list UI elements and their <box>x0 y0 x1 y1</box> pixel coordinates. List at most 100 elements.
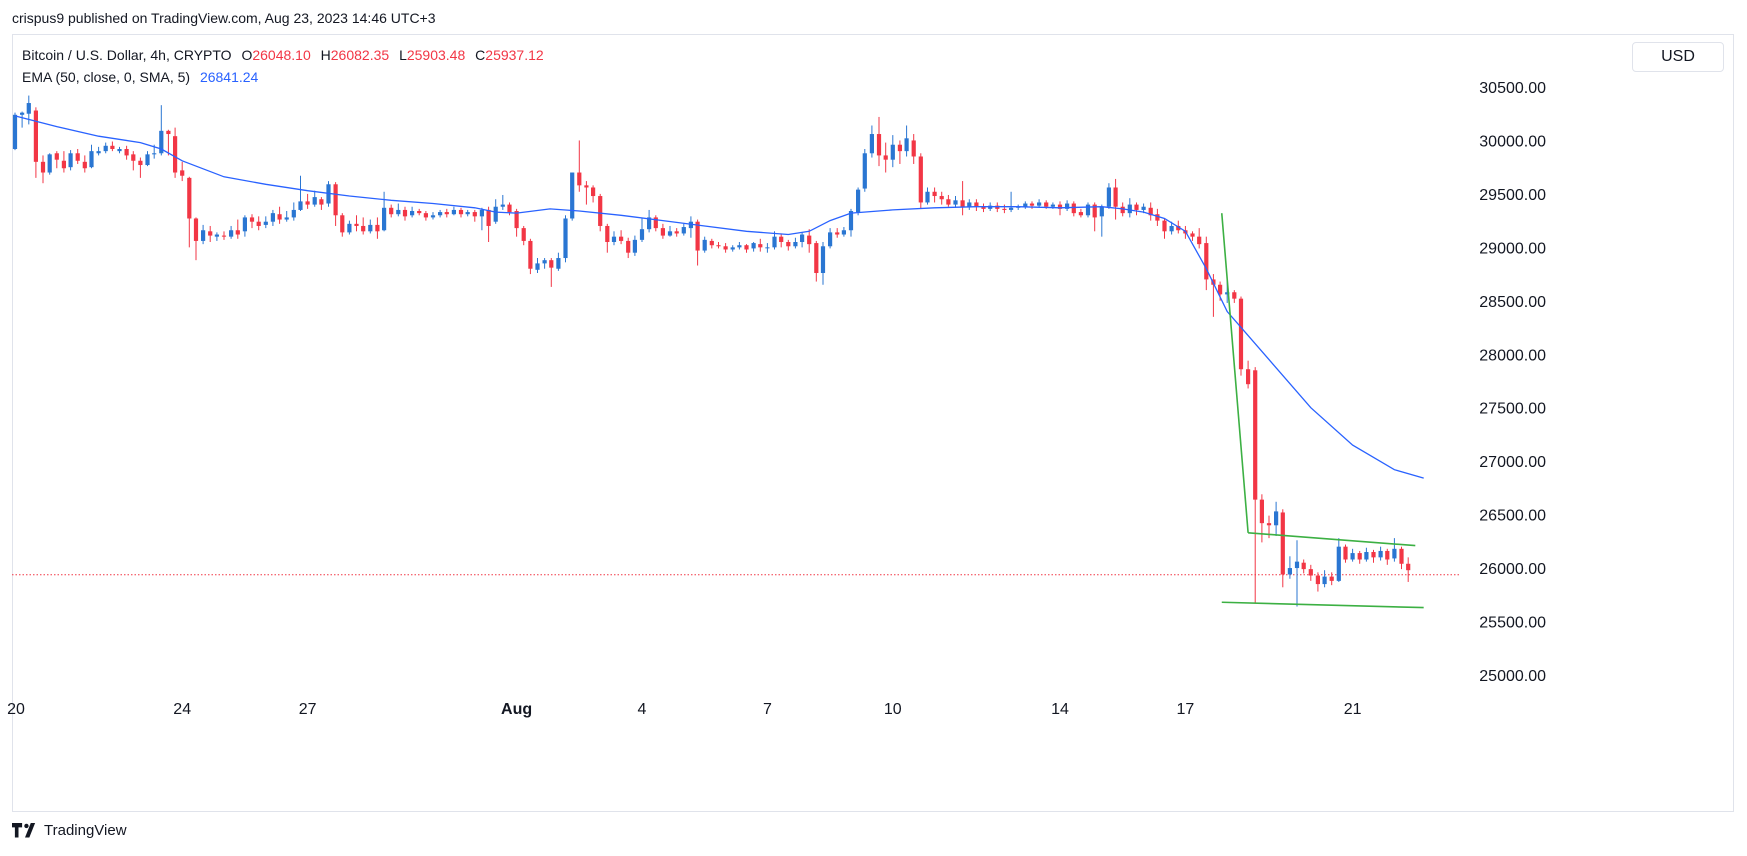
candle-body <box>730 247 735 250</box>
candle-body <box>841 230 846 235</box>
candle-body <box>1141 206 1146 210</box>
candle-body <box>814 243 819 274</box>
candle-body <box>193 218 199 241</box>
candle-body <box>33 110 38 162</box>
candle-body <box>479 209 485 217</box>
candle-body <box>556 258 561 269</box>
candle-body <box>410 211 415 216</box>
candle-body <box>1294 561 1300 569</box>
y-tick-label: 30000.00 <box>1479 133 1546 150</box>
close-value: 25937.12 <box>485 47 544 63</box>
candle-body <box>1078 212 1083 216</box>
currency-button[interactable]: USD <box>1632 42 1724 72</box>
candle-body <box>577 172 582 186</box>
candle-body <box>751 243 756 249</box>
candle-body <box>1350 553 1355 560</box>
candle-body <box>549 260 554 268</box>
candle-body <box>890 144 895 160</box>
candle-body <box>807 235 812 245</box>
candle-body <box>1106 187 1112 207</box>
candle-body <box>229 230 234 237</box>
candle-body <box>40 161 46 173</box>
candle-body <box>340 215 345 233</box>
candle-body <box>75 153 80 161</box>
candle-body <box>1071 203 1076 214</box>
candle-body <box>1127 204 1132 214</box>
candle-body <box>235 230 240 235</box>
candle-body <box>54 153 59 160</box>
y-tick-label: 30500.00 <box>1479 80 1546 97</box>
candle-body <box>214 234 219 237</box>
tradingview-footer[interactable]: TradingView <box>12 822 127 839</box>
candle-body <box>779 236 784 243</box>
candle-body <box>1308 569 1313 576</box>
candle-body <box>528 240 533 269</box>
candle-body <box>110 145 115 150</box>
candle-body <box>124 149 129 156</box>
candle-body <box>472 212 477 217</box>
y-tick-label: 25500.00 <box>1479 615 1546 632</box>
candle-body <box>1357 553 1362 560</box>
candle-body <box>695 221 700 251</box>
candle-body <box>1399 548 1404 564</box>
candle-body <box>221 235 227 237</box>
candle-body <box>1253 370 1258 500</box>
candle-body <box>423 213 428 218</box>
candle-body <box>786 242 791 247</box>
candle-body <box>605 225 610 243</box>
candle-body <box>1322 576 1327 585</box>
ema-value: 26841.24 <box>199 69 259 85</box>
candle-body <box>598 196 603 226</box>
candle-body <box>1113 187 1118 207</box>
candle-body <box>1044 202 1049 207</box>
tradingview-logo-icon <box>12 822 36 837</box>
candle-body <box>981 206 986 209</box>
symbol-label[interactable]: Bitcoin / U.S. Dollar, 4h, CRYPTO <box>22 47 232 63</box>
candle-body <box>444 212 449 215</box>
candle-body <box>368 224 373 232</box>
ema-row: EMA (50, close, 0, SMA, 5) 26841.24 <box>22 66 544 88</box>
x-tick-label: 17 <box>1177 701 1195 718</box>
candle-body <box>953 200 958 205</box>
candle-body <box>1280 512 1285 575</box>
candle-body <box>486 209 491 226</box>
candle-body <box>1065 203 1070 209</box>
candle-body <box>681 227 686 234</box>
candle-body <box>1176 225 1181 231</box>
candle-body <box>47 154 52 173</box>
candle-body <box>1274 511 1279 526</box>
candle-body <box>946 199 951 205</box>
candle-body <box>521 228 526 241</box>
candle-body <box>451 209 456 215</box>
candle-body <box>1329 576 1334 581</box>
candle-body <box>1336 546 1341 581</box>
candle-body <box>20 112 25 115</box>
candle-body <box>1287 568 1292 575</box>
candle-body <box>284 217 289 220</box>
candle-body <box>647 217 652 230</box>
y-tick-label: 26000.00 <box>1479 561 1546 578</box>
candle-body <box>145 154 150 166</box>
candle-body <box>716 245 721 247</box>
ema-label[interactable]: EMA (50, close, 0, SMA, 5) <box>22 69 191 85</box>
candle-body <box>1120 206 1125 214</box>
candle-body <box>242 217 247 232</box>
candle-body <box>1085 204 1091 216</box>
candle-body <box>1238 298 1244 370</box>
candle-body <box>883 155 888 160</box>
candle-body <box>417 211 422 214</box>
close-label: C <box>475 47 486 63</box>
chart-frame <box>12 34 1734 812</box>
candle-body <box>799 234 805 243</box>
x-tick-label: 14 <box>1051 701 1069 718</box>
candle-body <box>1169 225 1174 232</box>
candle-body <box>1259 499 1264 524</box>
candle-body <box>1023 203 1028 207</box>
candle-body <box>1050 204 1055 207</box>
candle-body <box>723 246 728 250</box>
candle-body <box>793 242 798 247</box>
candle-body <box>507 204 512 213</box>
candle-body <box>667 231 673 236</box>
high-label: H <box>320 47 331 63</box>
